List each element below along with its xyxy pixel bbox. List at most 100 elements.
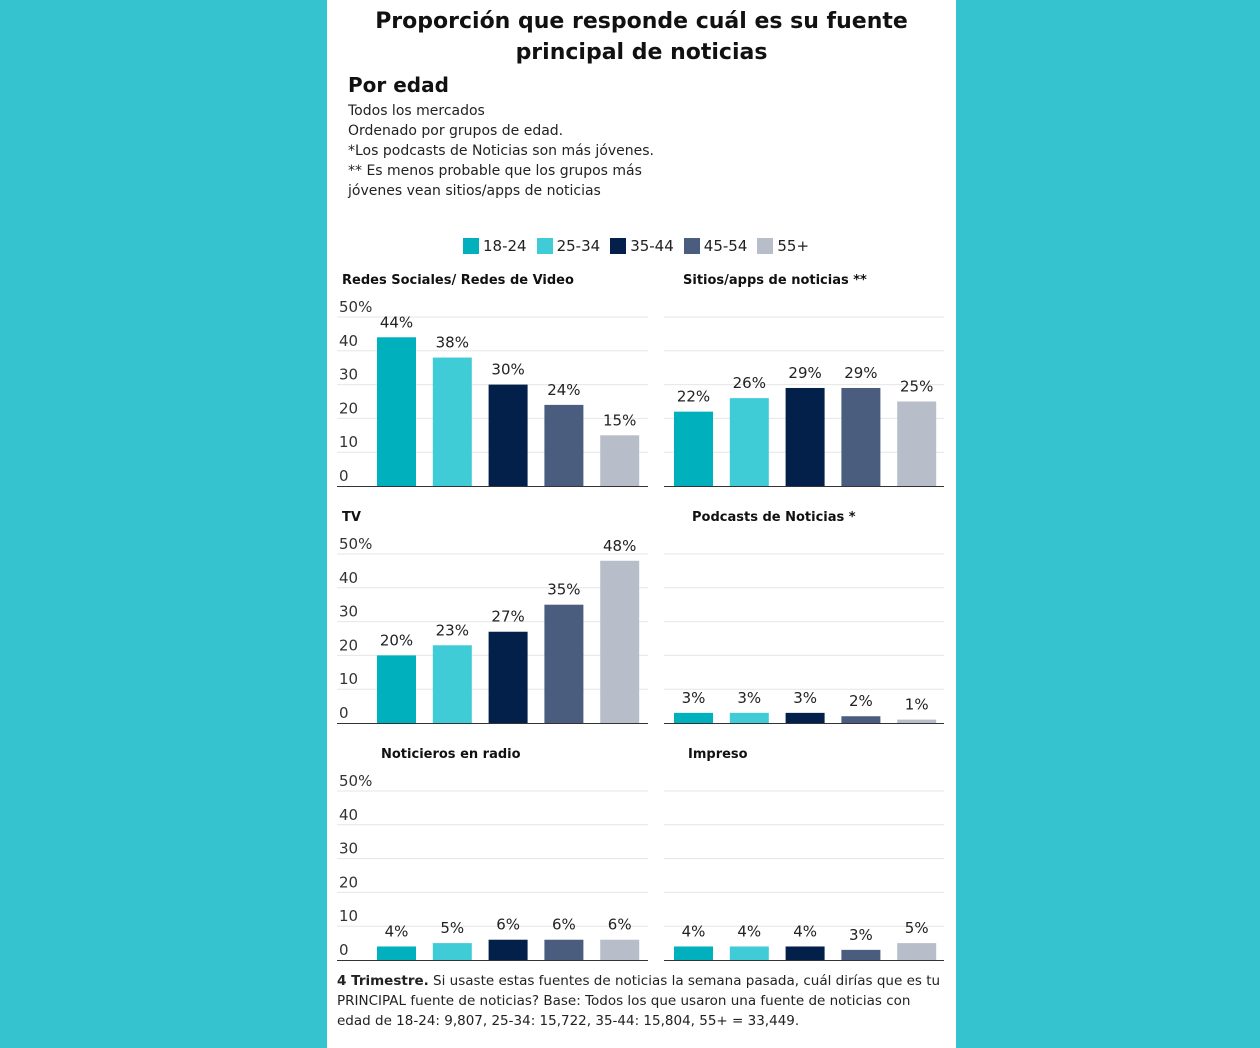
main-title: Proporción que responde cuál es su fuent… [375, 9, 908, 65]
bar [785, 946, 825, 960]
bar-data-label: 29% [844, 364, 877, 382]
bar [674, 411, 713, 486]
footnote-text: Si usaste estas fuentes de noticias la s… [337, 973, 941, 1029]
y-tick-label: 50% [339, 298, 372, 316]
y-tick-label: 0 [339, 704, 349, 722]
bar-data-label: 25% [900, 378, 933, 396]
bar-data-label: 26% [733, 374, 766, 392]
bar [674, 712, 713, 723]
bar-data-label: 3% [849, 926, 873, 944]
y-tick-label: 40 [339, 569, 358, 587]
bar-data-label: 4% [793, 922, 817, 940]
legend-label: 45-54 [703, 237, 748, 255]
bar [897, 401, 937, 486]
bar-data-label: 22% [677, 388, 710, 406]
bar-data-label: 30% [491, 361, 524, 379]
legend-item: 18-24 [463, 237, 527, 255]
subtitle: Por edad [348, 73, 449, 97]
chart-title: Noticieros en radio [381, 747, 521, 762]
bar-data-label: 29% [788, 364, 821, 382]
chart-title: TV [342, 510, 361, 525]
bar [544, 939, 584, 960]
y-tick-label: 20 [339, 636, 358, 654]
bar [432, 645, 472, 723]
bar [432, 357, 472, 486]
legend-swatch [683, 238, 700, 254]
bar [785, 387, 825, 486]
bar [488, 384, 528, 486]
bar [377, 946, 416, 960]
y-tick-label: 10 [339, 433, 358, 451]
bar [729, 946, 769, 960]
legend-label: 18-24 [483, 237, 527, 255]
bar-data-label: 27% [491, 608, 524, 626]
legend-label: 35-44 [630, 237, 674, 255]
legend-label: 25-34 [556, 237, 601, 255]
chart-title: Impreso [688, 747, 748, 762]
bar [729, 398, 769, 486]
chart-title: Redes Sociales/ Redes de Video [342, 273, 574, 288]
legend-swatch [536, 238, 553, 254]
bar [377, 655, 416, 723]
y-tick-label: 30 [339, 603, 358, 621]
y-tick-label: 20 [339, 873, 358, 891]
bar [785, 712, 825, 723]
note-line: Todos los mercados [348, 103, 485, 119]
bar [377, 337, 416, 486]
y-tick-label: 0 [339, 467, 349, 485]
y-tick-label: 50% [339, 772, 372, 790]
bar [488, 631, 528, 723]
bar-data-label: 48% [603, 537, 636, 555]
bar-data-label: 3% [793, 689, 817, 707]
bar-data-label: 4% [682, 922, 706, 940]
bar-data-label: 3% [682, 689, 706, 707]
bar-data-label: 6% [552, 916, 576, 934]
legend-item: 45-54 [683, 237, 748, 255]
chart-card: Proporción que responde cuál es su fuent… [327, 0, 956, 1048]
bar-data-label: 44% [380, 313, 413, 331]
bar [544, 604, 584, 723]
y-tick-label: 0 [339, 941, 349, 959]
bar [488, 939, 528, 960]
bar [600, 939, 640, 960]
legend-item: 35-44 [610, 237, 674, 255]
legend: 18-24 25-34 35-44 45-54 55+ [463, 236, 819, 256]
bar-data-label: 2% [849, 692, 873, 710]
bar [674, 946, 713, 960]
bar-data-label: 5% [905, 919, 929, 937]
bar-data-label: 23% [436, 621, 469, 639]
bar [432, 943, 472, 960]
y-tick-label: 10 [339, 670, 358, 688]
bar [897, 719, 937, 723]
bar-data-label: 24% [547, 381, 580, 399]
y-tick-label: 50% [339, 535, 372, 553]
bar-data-label: 15% [603, 411, 636, 429]
bar [897, 943, 937, 960]
chart-title: Sitios/apps de noticias ** [683, 273, 867, 288]
legend-swatch [757, 238, 774, 254]
bar [600, 435, 640, 486]
legend-label: 55+ [777, 237, 810, 255]
bar-data-label: 4% [737, 922, 761, 940]
y-tick-label: 30 [339, 840, 358, 858]
bar-data-label: 6% [496, 916, 520, 934]
legend-swatch [463, 238, 479, 254]
bar-data-label: 3% [737, 689, 761, 707]
note-line: jóvenes vean sitios/apps de noticias [348, 183, 601, 199]
y-tick-label: 40 [339, 806, 358, 824]
bar-data-label: 4% [385, 922, 409, 940]
chart-title: Podcasts de Noticias * [692, 510, 856, 525]
bar [841, 716, 881, 723]
legend-item: 25-34 [536, 237, 601, 255]
bar [544, 404, 584, 486]
bar [729, 712, 769, 723]
bar-data-label: 38% [436, 334, 469, 352]
y-tick-label: 10 [339, 907, 358, 925]
note-line: Ordenado por grupos de edad. [348, 123, 564, 139]
bar-data-label: 1% [905, 696, 929, 714]
y-tick-label: 20 [339, 399, 358, 417]
charts-area: Redes Sociales/ Redes de Video 0 10 20 30 40 5… [337, 273, 944, 961]
bar [841, 949, 881, 960]
bar-data-label: 20% [380, 631, 413, 649]
note-line: *Los podcasts de Noticias son más jóvene… [348, 143, 655, 159]
